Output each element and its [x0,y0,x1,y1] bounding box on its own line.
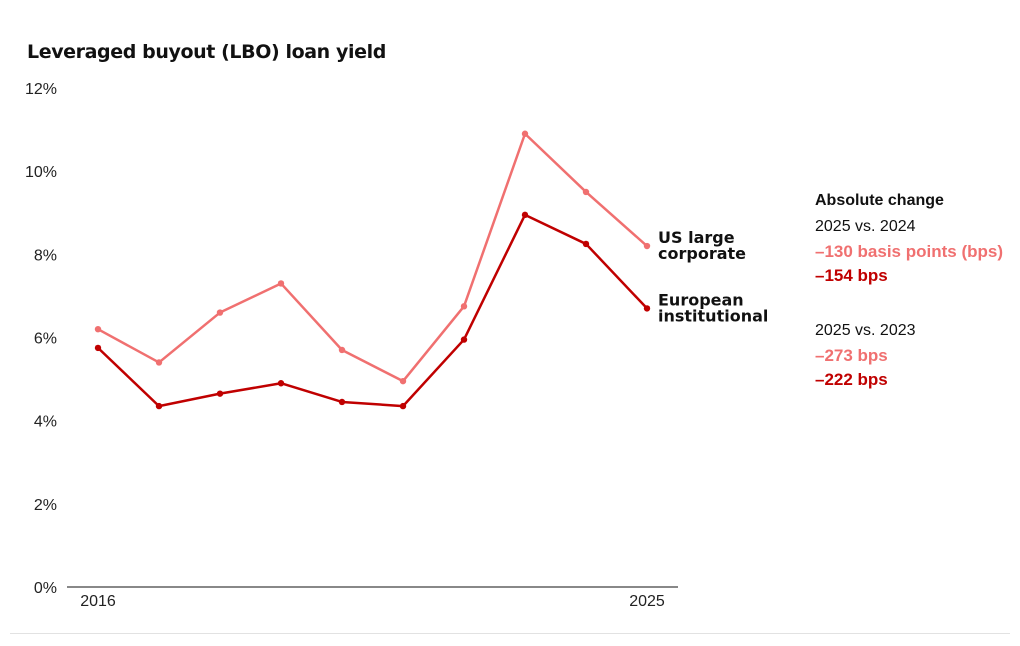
series-end-label: US large corporate [658,228,746,263]
y-tick-label: 10% [25,164,57,181]
data-point [460,303,468,310]
series-us-large-corporate [94,130,651,385]
series-line [97,213,648,408]
data-point [399,377,407,385]
comparison-label-2023: 2025 vs. 2023 [815,322,916,339]
data-point [338,346,346,354]
y-tick-label: 2% [34,497,57,514]
y-tick-label: 0% [34,580,57,597]
chart-title: Leveraged buyout (LBO) loan yield [27,41,386,63]
data-point [582,240,590,248]
us-change-vs-2023: –273 bps [815,346,888,365]
data-point [277,280,285,287]
x-axis: 2016 2025 [80,593,665,610]
data-point [521,130,529,137]
data-point [521,211,529,219]
data-point [460,336,468,343]
data-point [94,325,102,333]
data-point [94,344,102,352]
series-end-label: European institutional [658,290,768,325]
eu-change-vs-2024: –154 bps [815,266,888,285]
data-point [216,390,224,397]
data-point [216,309,224,316]
y-tick-label: 12% [25,81,57,98]
y-tick-label: 4% [34,414,57,431]
panel-spacer [815,292,1005,322]
eu-change-vs-2023: –222 bps [815,370,888,389]
x-tick-label: 2016 [80,593,116,610]
data-point [399,402,407,410]
y-tick-label: 6% [34,331,57,348]
series-labels: US large corporate European institutional [658,228,768,325]
data-point [338,398,346,406]
data-point [155,359,163,366]
data-point [643,242,651,250]
absolute-change-panel: Absolute change 2025 vs. 2024 –130 basis… [815,192,1005,396]
data-point [643,305,651,312]
bottom-divider [10,633,1010,634]
x-tick-label: 2025 [629,593,665,610]
series-european-institutional [94,211,651,410]
y-tick-label: 8% [34,247,57,264]
absolute-change-heading: Absolute change [815,192,944,209]
data-point [155,402,163,410]
series-layer [94,130,651,410]
data-point [582,188,590,196]
y-axis: 0% 2% 4% 6% 8% 10% 12% [25,81,57,597]
data-point [277,380,285,387]
us-change-vs-2024: –130 basis points (bps) [815,242,1003,261]
comparison-label-2024: 2025 vs. 2024 [815,218,916,235]
series-line [97,132,648,383]
